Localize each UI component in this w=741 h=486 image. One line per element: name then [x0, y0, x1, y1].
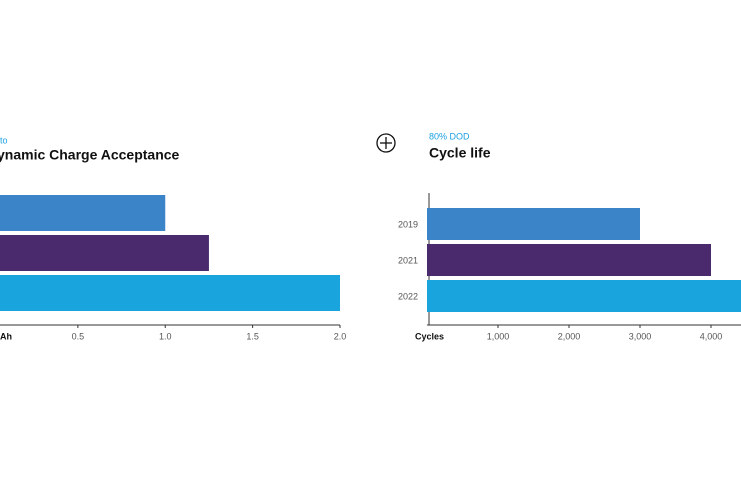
- bar: [0, 275, 340, 311]
- x-tick-label: 3,000: [629, 331, 652, 341]
- bar: [0, 195, 166, 231]
- x-axis-label: Cycles: [415, 331, 444, 341]
- x-tick-label: 2.0: [334, 331, 347, 341]
- add-icon[interactable]: [376, 133, 396, 153]
- y-tick-label: 2021: [398, 255, 418, 265]
- bar: [0, 235, 209, 271]
- chart-subtitle: to: [0, 135, 8, 145]
- x-tick-label: 4,000: [700, 331, 723, 341]
- x-tick-label: 1.0: [159, 331, 172, 341]
- x-tick-label: 1,000: [487, 331, 510, 341]
- bar: [427, 280, 741, 312]
- chart-title: Cycle life: [429, 145, 491, 161]
- chart-subtitle: 80% DOD: [429, 131, 470, 141]
- bar: [427, 208, 640, 240]
- bar: [427, 244, 711, 276]
- x-tick-label: 1.5: [246, 331, 259, 341]
- chart-title: ynamic Charge Acceptance: [0, 147, 180, 163]
- y-tick-label: 2022: [398, 291, 418, 301]
- x-tick-label: 0.5: [72, 331, 85, 341]
- y-tick-label: 2019: [398, 219, 418, 229]
- x-tick-label: 2,000: [558, 331, 581, 341]
- x-axis-label: Ah: [0, 331, 12, 341]
